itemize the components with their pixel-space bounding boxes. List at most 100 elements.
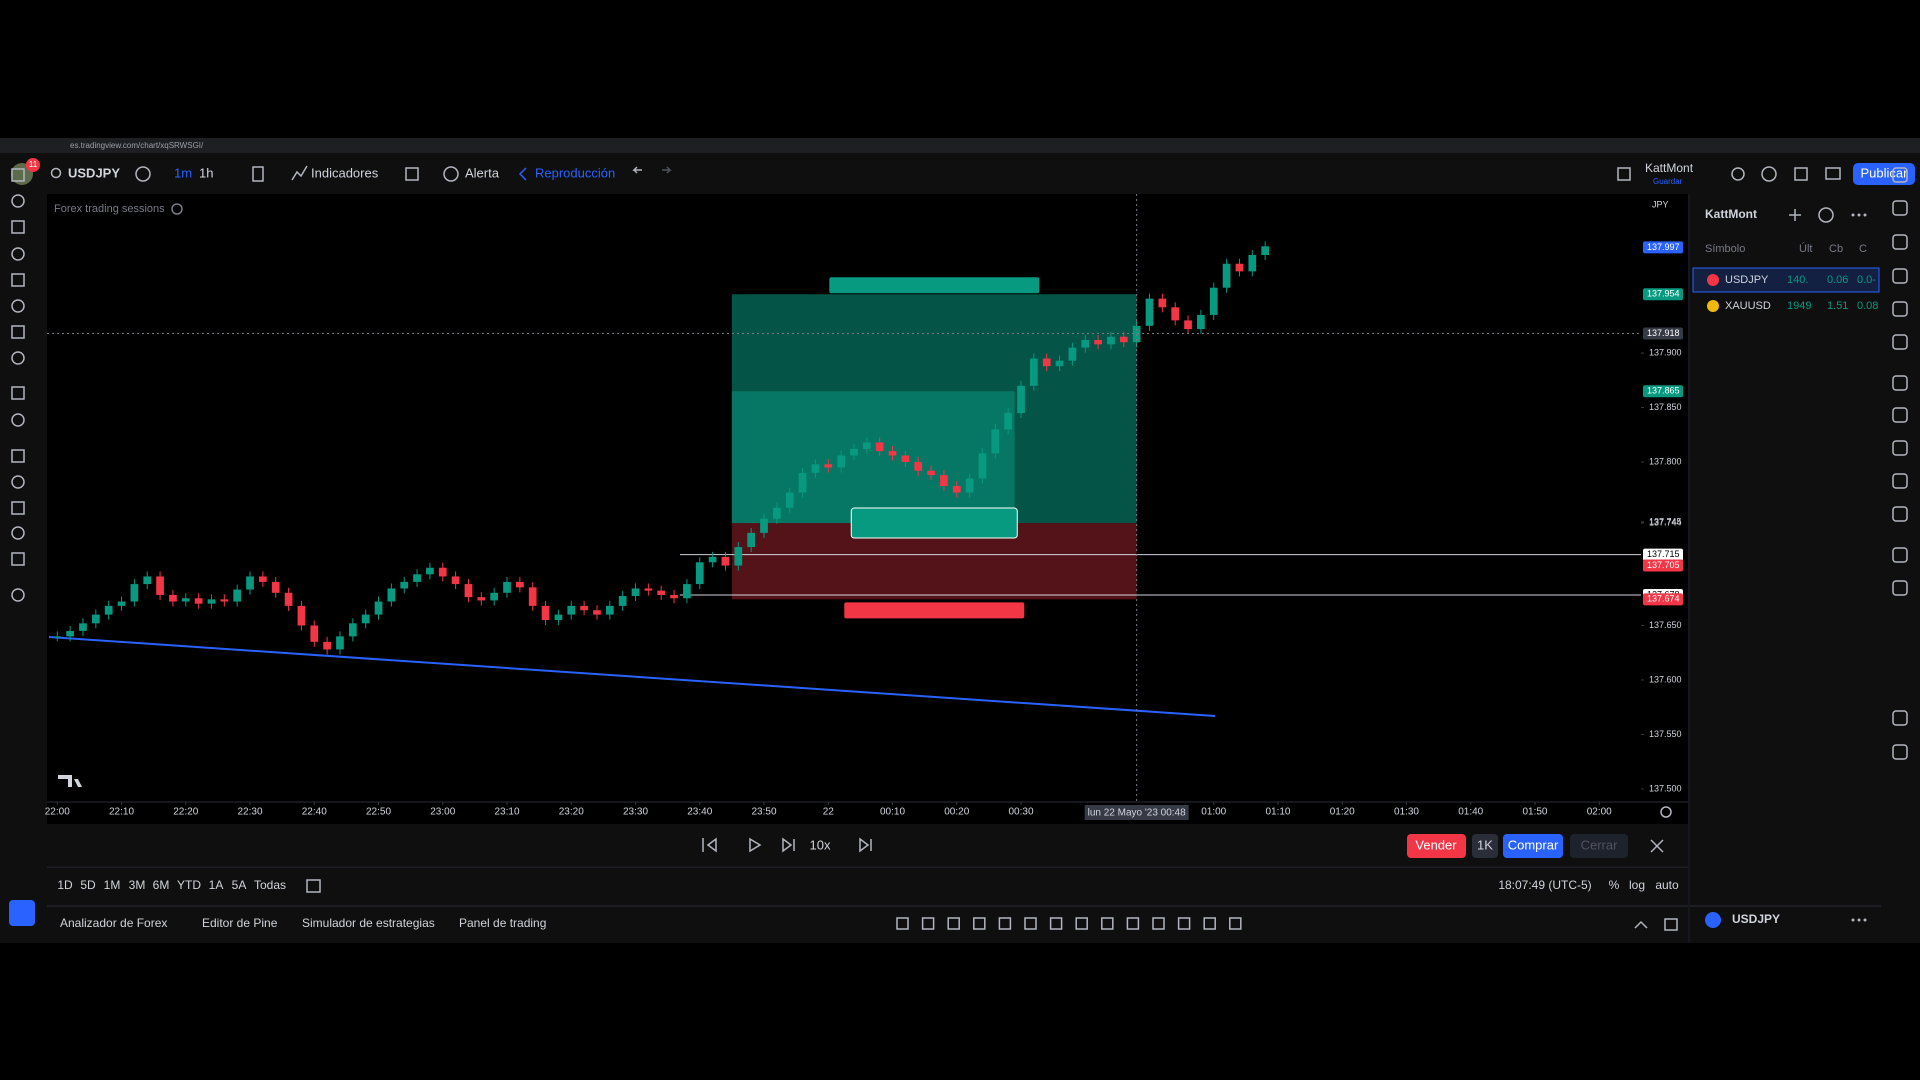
panel-icon[interactable] — [1892, 301, 1908, 317]
drawing-icon[interactable] — [973, 917, 986, 930]
column-header[interactable]: C — [1859, 243, 1867, 255]
log-toggle[interactable]: log — [1629, 878, 1645, 892]
range[interactable]: 5D — [80, 878, 96, 892]
tool-icon[interactable] — [11, 168, 25, 182]
sell[interactable]: Vender — [1415, 837, 1457, 852]
range[interactable]: 5A — [232, 878, 247, 892]
drawing-icon[interactable] — [1177, 917, 1191, 930]
stop-tag[interactable] — [844, 602, 1025, 619]
tab[interactable]: Editor de Pine — [202, 916, 278, 930]
watchlist-title[interactable]: KattMont — [1705, 207, 1757, 221]
cell[interactable]: USDJPY — [1725, 274, 1769, 286]
tab[interactable]: Simulador de estrategias — [302, 916, 435, 930]
buy[interactable]: Comprar — [1508, 837, 1559, 852]
snapshot[interactable] — [1825, 167, 1841, 180]
drawing-icon[interactable] — [896, 917, 909, 930]
buy-button[interactable] — [1503, 834, 1563, 858]
drawing-icon[interactable] — [1152, 917, 1165, 930]
tool-icon[interactable] — [11, 588, 25, 602]
range[interactable]: 6M — [153, 878, 170, 892]
undo[interactable] — [632, 166, 642, 174]
more[interactable] — [1851, 213, 1867, 217]
publish[interactable]: Publicar — [1861, 165, 1909, 180]
panel-icon[interactable] — [1892, 506, 1908, 522]
drawing-icon[interactable] — [1075, 917, 1088, 930]
tool-icon[interactable] — [11, 220, 25, 234]
size-button[interactable] — [1472, 834, 1498, 858]
range[interactable]: Todas — [254, 878, 286, 892]
tool-icon[interactable] — [11, 501, 25, 515]
quick-search[interactable] — [1731, 167, 1745, 181]
jump-back[interactable] — [702, 837, 717, 853]
panel-icon[interactable] — [1892, 407, 1908, 423]
drawing-icon[interactable] — [1126, 917, 1140, 930]
range[interactable]: YTD — [177, 878, 201, 892]
indicators[interactable]: Indicadores — [311, 165, 379, 180]
drawing-icon[interactable] — [1024, 917, 1037, 930]
panel-icon[interactable] — [1892, 167, 1908, 183]
drawing-icon[interactable] — [1203, 917, 1216, 930]
sell-button[interactable] — [1407, 834, 1466, 858]
panel-icon[interactable] — [1892, 234, 1908, 250]
cell[interactable]: 140. — [1787, 274, 1808, 286]
tool-icon[interactable] — [11, 351, 25, 365]
tool-icon[interactable] — [11, 273, 25, 287]
more[interactable] — [1851, 918, 1867, 922]
tool-icon[interactable] — [11, 247, 25, 261]
percent-toggle[interactable]: % — [1609, 878, 1620, 892]
tool-icon[interactable] — [11, 299, 25, 313]
panel-icon[interactable] — [1892, 334, 1908, 350]
cell[interactable]: 0.0- — [1857, 274, 1876, 286]
add-symbol[interactable] — [135, 166, 151, 182]
jump-realtime[interactable] — [859, 837, 872, 853]
replay-speed[interactable]: 10x — [810, 837, 831, 852]
drawing-icon[interactable] — [1101, 917, 1114, 930]
target-tag[interactable] — [829, 277, 1040, 294]
layouts[interactable] — [405, 167, 419, 181]
chart-type[interactable] — [252, 166, 264, 182]
panel-icon[interactable] — [1892, 744, 1908, 760]
replay-interval[interactable]: 1h — [199, 165, 213, 180]
size[interactable]: 1K — [1477, 837, 1493, 852]
panel-icon[interactable] — [1892, 580, 1908, 596]
tool-icon[interactable] — [11, 475, 25, 489]
exit-replay[interactable] — [1650, 839, 1664, 853]
redo[interactable] — [662, 166, 672, 174]
column-header[interactable]: Cb — [1829, 243, 1843, 255]
range[interactable]: 1D — [57, 878, 73, 892]
fullscreen[interactable] — [1794, 167, 1808, 181]
column-header[interactable]: Símbolo — [1705, 243, 1745, 255]
interval[interactable]: 1m — [174, 165, 192, 180]
panel-icon[interactable] — [1892, 473, 1908, 489]
panel-icon[interactable] — [1892, 440, 1908, 456]
save[interactable]: Guardar — [1653, 177, 1683, 186]
cell[interactable]: 1949 — [1787, 300, 1811, 312]
details-symbol[interactable]: USDJPY — [1732, 912, 1780, 926]
panel-icon[interactable] — [1892, 200, 1908, 216]
settings[interactable] — [1761, 166, 1777, 182]
currency[interactable]: JPY — [1652, 199, 1669, 209]
tool-icon[interactable] — [11, 194, 25, 208]
tab[interactable]: Panel de trading — [459, 916, 546, 930]
collapse[interactable] — [1634, 920, 1648, 929]
panel-icon[interactable] — [1892, 375, 1908, 391]
user[interactable]: KattMont — [1645, 161, 1694, 175]
cell[interactable]: XAUUSD — [1725, 300, 1771, 312]
play[interactable] — [749, 837, 762, 853]
panel-icon[interactable] — [1892, 710, 1908, 726]
maximize[interactable] — [1664, 918, 1678, 931]
panel-icon[interactable] — [1892, 268, 1908, 284]
drawing-icon[interactable] — [921, 917, 935, 930]
tool-icon[interactable] — [11, 552, 25, 566]
tab[interactable]: Analizador de Forex — [60, 916, 167, 930]
url[interactable]: es.tradingview.com/chart/xqSRWSGI/ — [70, 141, 204, 150]
tool-icon[interactable] — [11, 449, 25, 463]
range[interactable]: 1A — [209, 878, 224, 892]
add-symbol[interactable] — [1789, 209, 1801, 221]
close-button[interactable] — [1570, 834, 1628, 858]
range[interactable]: 1M — [104, 878, 121, 892]
tool-icon[interactable] — [11, 526, 25, 540]
symbol[interactable]: USDJPY — [68, 165, 120, 180]
advanced-view[interactable] — [1818, 207, 1834, 223]
drawing-icon[interactable] — [1049, 917, 1063, 930]
